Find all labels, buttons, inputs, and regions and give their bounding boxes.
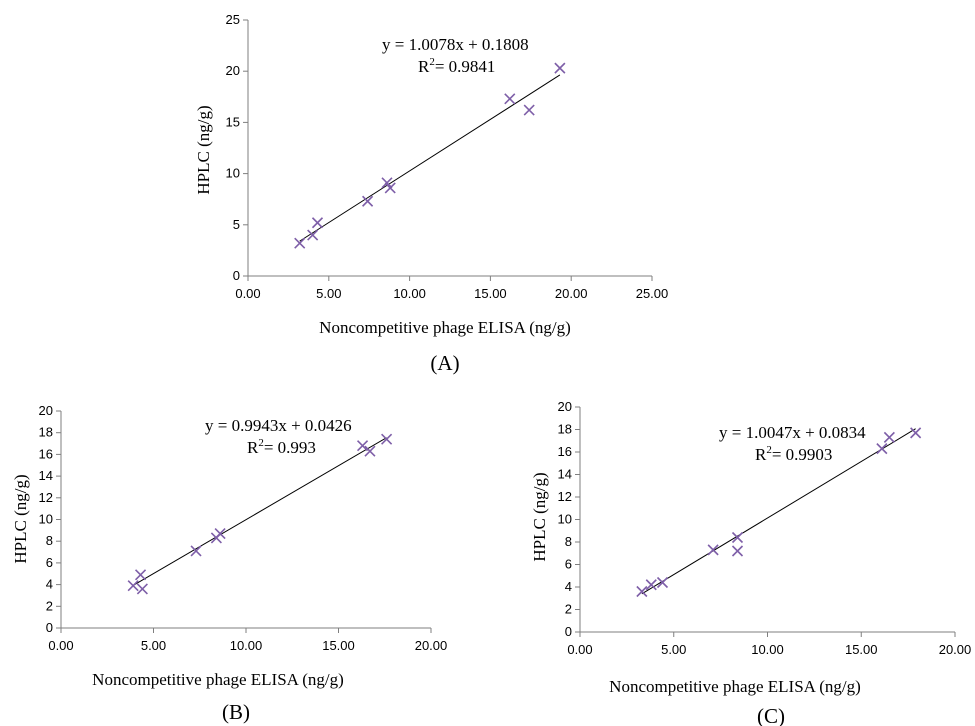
panel-c-plot: 0 2 4 6 8 10 12 14 16 18 20 0.00 5.00 10.00 15.00 20.00 [558,399,972,657]
panel-a-y-tick-label: 20 [226,63,240,78]
panel-c-y-tick-label: 10 [558,512,572,527]
panel-a-data-point [294,237,306,249]
panel-c-r2: R2= 0.9903 [755,444,832,464]
panel-b-y-tick-label: 16 [39,446,53,461]
panel-c-x-tick-label: 0.00 [567,642,592,657]
panel-c-data-point [876,443,888,455]
panel-c-data-point [883,431,895,443]
panel-a-x-tick-label: 20.00 [555,286,588,301]
panel-c-data-point [656,576,669,589]
panel-a-x-tick-label: 5.00 [316,286,341,301]
panel-a-equation: y = 1.0078x + 0.1808 [382,35,529,54]
panel-c-data-point [645,579,657,591]
panel-b-x-tick-label: 0.00 [48,638,73,653]
panel-b-y-tick-label: 12 [39,490,53,505]
panel-a-plot: 0 5 10 15 20 25 0.00 5.00 10.00 15.00 20.00 25.00 [226,12,669,301]
panel-c-data-point [910,427,922,439]
panel-a-data-point [384,182,396,194]
panel-a-y-tick-label: 10 [226,166,240,181]
panel-b-equation: y = 0.9943x + 0.0426 [205,416,352,435]
panel-a-x-tick-label: 10.00 [393,286,426,301]
panel-a-r2: R2= 0.9841 [418,56,495,76]
panel-a-x-tick-label: 25.00 [636,286,669,301]
panel-a-xlabel: Noncompetitive phage ELISA (ng/g) [319,318,571,337]
panel-c-x-tick-label: 5.00 [661,642,686,657]
panel-a-data-point [311,217,324,229]
panel-b-x-tick-label: 15.00 [322,638,355,653]
panel-c-x-tick-label: 20.00 [939,642,972,657]
panel-b-label: (B) [222,700,250,724]
panel-c-x-tick-label: 10.00 [751,642,784,657]
panel-c-trendline [641,428,916,595]
panel-a-data-point [362,195,374,207]
panel-a-y-tick-label: 5 [233,217,240,232]
panel-b-r2: R2= 0.993 [247,437,316,457]
panel-c-y-tick-label: 2 [565,602,572,617]
panel-c-y-tick-label: 18 [558,422,572,437]
panel-c-ylabel: HPLC (ng/g) [530,472,549,561]
panel-c-equation: y = 1.0047x + 0.0834 [719,423,866,442]
panel-b-x-tick-label: 5.00 [141,638,166,653]
panel-a-x-tick-label: 0.00 [235,286,260,301]
panel-c-xlabel: Noncompetitive phage ELISA (ng/g) [609,677,861,696]
panel-b-data-point [127,580,139,592]
panel-a-y-tick-label: 25 [226,12,240,27]
panel-c-y-tick-label: 12 [558,489,572,504]
panel-a-data-point [381,177,393,189]
panel-b-y-tick-label: 2 [46,598,53,613]
panel-b-trendline [132,437,387,586]
panel-c: 0 2 4 6 8 10 12 14 16 18 20 0.00 5.00 10.00 15.00 20.00… [530,399,971,726]
panel-a-x-tick-label: 15.00 [474,286,507,301]
panel-b-y-tick-label: 4 [46,577,53,592]
panel-b-ylabel: HPLC (ng/g) [11,474,30,563]
panel-c-data-point [731,531,744,544]
panel-b-data-point [356,440,369,452]
panel-b-data-point [381,433,393,445]
panel-b-y-tick-label: 6 [46,555,53,570]
panel-a-data-point [554,62,566,74]
panel-a-ylabel: HPLC (ng/g) [194,105,213,194]
panel-a-data-point [523,104,535,116]
panel-b-data-point [190,545,202,557]
panel-b-data-point [134,569,147,581]
panel-b-y-tick-label: 8 [46,533,53,548]
panel-b-plot: 0 2 4 6 8 10 12 14 16 18 20 0.00 5.00 10.00 15.00 20.00 [39,403,448,653]
panel-b-y-tick-label: 14 [39,468,53,483]
panel-a-trendline [299,74,561,242]
panel-b-y-tick-label: 18 [39,425,53,440]
panel-b-xlabel: Noncompetitive phage ELISA (ng/g) [92,670,344,689]
panel-c-data-point [707,544,719,556]
panel-a-data-point [307,229,319,241]
panel-c-y-tick-label: 4 [565,579,572,594]
panel-b-data-point [136,583,148,595]
panel-c-label: (C) [757,704,785,726]
panel-a-y-tick-label: 15 [226,114,240,129]
panel-c-y-tick-label: 8 [565,534,572,549]
panel-b-data-point [364,445,376,457]
panel-b-y-tick-label: 10 [39,512,53,527]
panel-a: 0 5 10 15 20 25 0.00 5.00 10.00 15.00 20.00 25.00 y… [194,12,668,375]
panel-b-data-point [214,528,226,540]
panel-c-data-point [731,545,744,557]
panel-c-x-tick-label: 15.00 [845,642,878,657]
panel-b-x-tick-label: 10.00 [230,638,263,653]
panel-b-x-tick-label: 20.00 [415,638,448,653]
panel-a-data-point [504,93,516,105]
panel-c-data-point [636,585,648,598]
panel-b: 0 2 4 6 8 10 12 14 16 18 20 0.00 5.00 10.00 15.00 20.00… [11,403,447,724]
panel-c-y-tick-label: 20 [558,399,572,414]
panel-b-y-tick-label: 0 [46,620,53,635]
panel-b-y-tick-label: 20 [39,403,53,418]
panel-c-y-tick-label: 16 [558,444,572,459]
panel-c-y-tick-label: 0 [565,624,572,639]
panel-a-label: (A) [430,351,459,375]
panel-c-y-tick-label: 14 [558,467,572,482]
panel-c-y-tick-label: 6 [565,557,572,572]
panel-a-y-tick-label: 0 [233,268,240,283]
